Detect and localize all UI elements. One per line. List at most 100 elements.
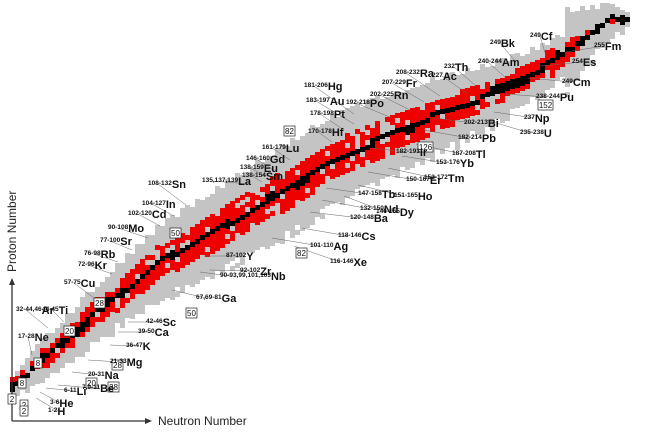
nuclide-cell bbox=[270, 181, 275, 186]
isotope-range: 67,69-81 bbox=[196, 294, 222, 301]
nuclide-cell bbox=[585, 30, 590, 35]
nuclide-cell bbox=[260, 177, 265, 182]
nuclide-cell bbox=[355, 174, 360, 179]
nuclide-cell bbox=[45, 368, 50, 373]
nuclide-cell bbox=[140, 289, 145, 294]
nuclide-cell bbox=[445, 118, 450, 123]
nuclide-cell bbox=[390, 125, 395, 130]
isotope-range: 7,9-11 bbox=[82, 384, 100, 391]
nuclide-cell bbox=[540, 53, 545, 58]
nuclide-cell bbox=[120, 308, 125, 313]
nuclide-cell bbox=[585, 10, 590, 15]
nuclide-cell bbox=[175, 247, 180, 252]
nuclide-cell bbox=[335, 157, 340, 162]
nuclide-cell bbox=[595, 9, 600, 14]
nuclide-cell bbox=[280, 239, 285, 244]
nuclide-cell bbox=[595, 39, 600, 44]
nuclide-cell bbox=[185, 225, 190, 230]
nuclide-cell bbox=[350, 176, 355, 181]
nuclide-cell bbox=[230, 201, 235, 206]
nuclide-cell bbox=[280, 159, 285, 164]
nuclide-cell bbox=[590, 5, 595, 10]
nuclide-cell bbox=[325, 141, 330, 146]
nuclide-cell bbox=[470, 121, 475, 126]
nuclide-cell bbox=[365, 130, 370, 135]
nuclide-cell bbox=[385, 132, 390, 137]
element-label-ho: 151-165Ho bbox=[394, 191, 433, 203]
nuclide-cell bbox=[565, 72, 570, 77]
nuclide-cell bbox=[315, 187, 320, 192]
element-label-k: 36-47K bbox=[126, 341, 151, 353]
nuclide-cell bbox=[530, 52, 535, 57]
nuclide-cell bbox=[155, 270, 160, 275]
nuclide-cell bbox=[340, 110, 345, 115]
nuclide-cell bbox=[105, 312, 110, 317]
nuclide-cell bbox=[440, 124, 445, 129]
nuclide-cell bbox=[220, 203, 225, 208]
isotope-range: 182-214 bbox=[458, 134, 482, 141]
nuclide-cell bbox=[50, 353, 55, 358]
nuclide-cell bbox=[185, 250, 190, 255]
nuclide-cell bbox=[255, 160, 260, 165]
leader-line bbox=[249, 167, 267, 177]
nuclide-cell bbox=[275, 218, 280, 223]
nuclide-cell bbox=[500, 73, 505, 78]
nuclide-cell bbox=[620, 25, 625, 30]
nuclide-cell bbox=[130, 274, 135, 279]
nuclide-cell bbox=[440, 94, 445, 99]
nuclide-cell bbox=[565, 47, 570, 52]
nuclide-cell bbox=[140, 264, 145, 269]
nuclide-cell bbox=[340, 145, 345, 150]
element-symbol: La bbox=[238, 176, 252, 188]
nuclide-cell bbox=[390, 150, 395, 155]
nuclide-cell bbox=[180, 278, 185, 283]
nuclide-cell bbox=[300, 151, 305, 156]
nuclide-cell bbox=[55, 328, 60, 333]
nuclide-cell bbox=[430, 107, 435, 112]
nuclide-cell bbox=[330, 189, 335, 194]
isotope-range: 202-225 bbox=[370, 91, 394, 98]
nuclide-cell bbox=[210, 194, 215, 199]
nuclide-cell bbox=[415, 157, 420, 162]
nuclide-cell bbox=[335, 142, 340, 147]
element-symbol: Dy bbox=[400, 207, 415, 219]
isotope-range: 32-44,46 bbox=[16, 306, 42, 313]
nuclide-cell bbox=[55, 333, 60, 338]
nuclide-cell bbox=[305, 168, 310, 173]
nuclide-cell bbox=[275, 163, 280, 168]
nuclide-cell bbox=[435, 95, 440, 100]
nuclide-cell bbox=[495, 84, 500, 89]
nuclide-cell bbox=[305, 143, 310, 148]
nuclide-cell bbox=[575, 51, 580, 56]
nuclide-cell bbox=[605, 28, 610, 33]
nuclide-cell bbox=[400, 122, 405, 127]
isotope-range: 90-93,99,101,103 bbox=[220, 272, 271, 279]
nuclide-cell bbox=[420, 110, 425, 115]
nuclide-cell bbox=[160, 266, 165, 271]
nuclide-cell bbox=[555, 75, 560, 80]
nuclide-cell bbox=[295, 190, 300, 195]
nuclide-cell bbox=[355, 169, 360, 174]
nuclide-cell bbox=[510, 74, 515, 79]
nuclide-cell bbox=[295, 165, 300, 170]
nuclide-cell bbox=[610, 14, 615, 19]
nuclide-cell bbox=[200, 250, 205, 255]
nuclide-cell bbox=[570, 32, 575, 37]
nuclide-cell bbox=[310, 140, 315, 145]
nuclide-cell bbox=[220, 258, 225, 263]
magic-number-box: 28 bbox=[111, 359, 124, 371]
nuclide-cell bbox=[440, 104, 445, 109]
nuclide-cell bbox=[430, 127, 435, 132]
isotope-range: 138-154 bbox=[242, 172, 266, 179]
nuclide-cell bbox=[465, 133, 470, 138]
nuclide-cell bbox=[215, 221, 220, 226]
element-label-tb: 147-158Tb bbox=[358, 189, 396, 201]
nuclide-cell bbox=[360, 167, 365, 172]
nuclide-cell bbox=[190, 282, 195, 287]
nuclide-cell bbox=[615, 12, 620, 17]
nuclide-cell bbox=[205, 257, 210, 262]
nuclide-cell bbox=[205, 232, 210, 237]
nuclide-cell bbox=[350, 116, 355, 121]
nuclide-cell bbox=[315, 132, 320, 137]
nuclide-cell bbox=[365, 115, 370, 120]
